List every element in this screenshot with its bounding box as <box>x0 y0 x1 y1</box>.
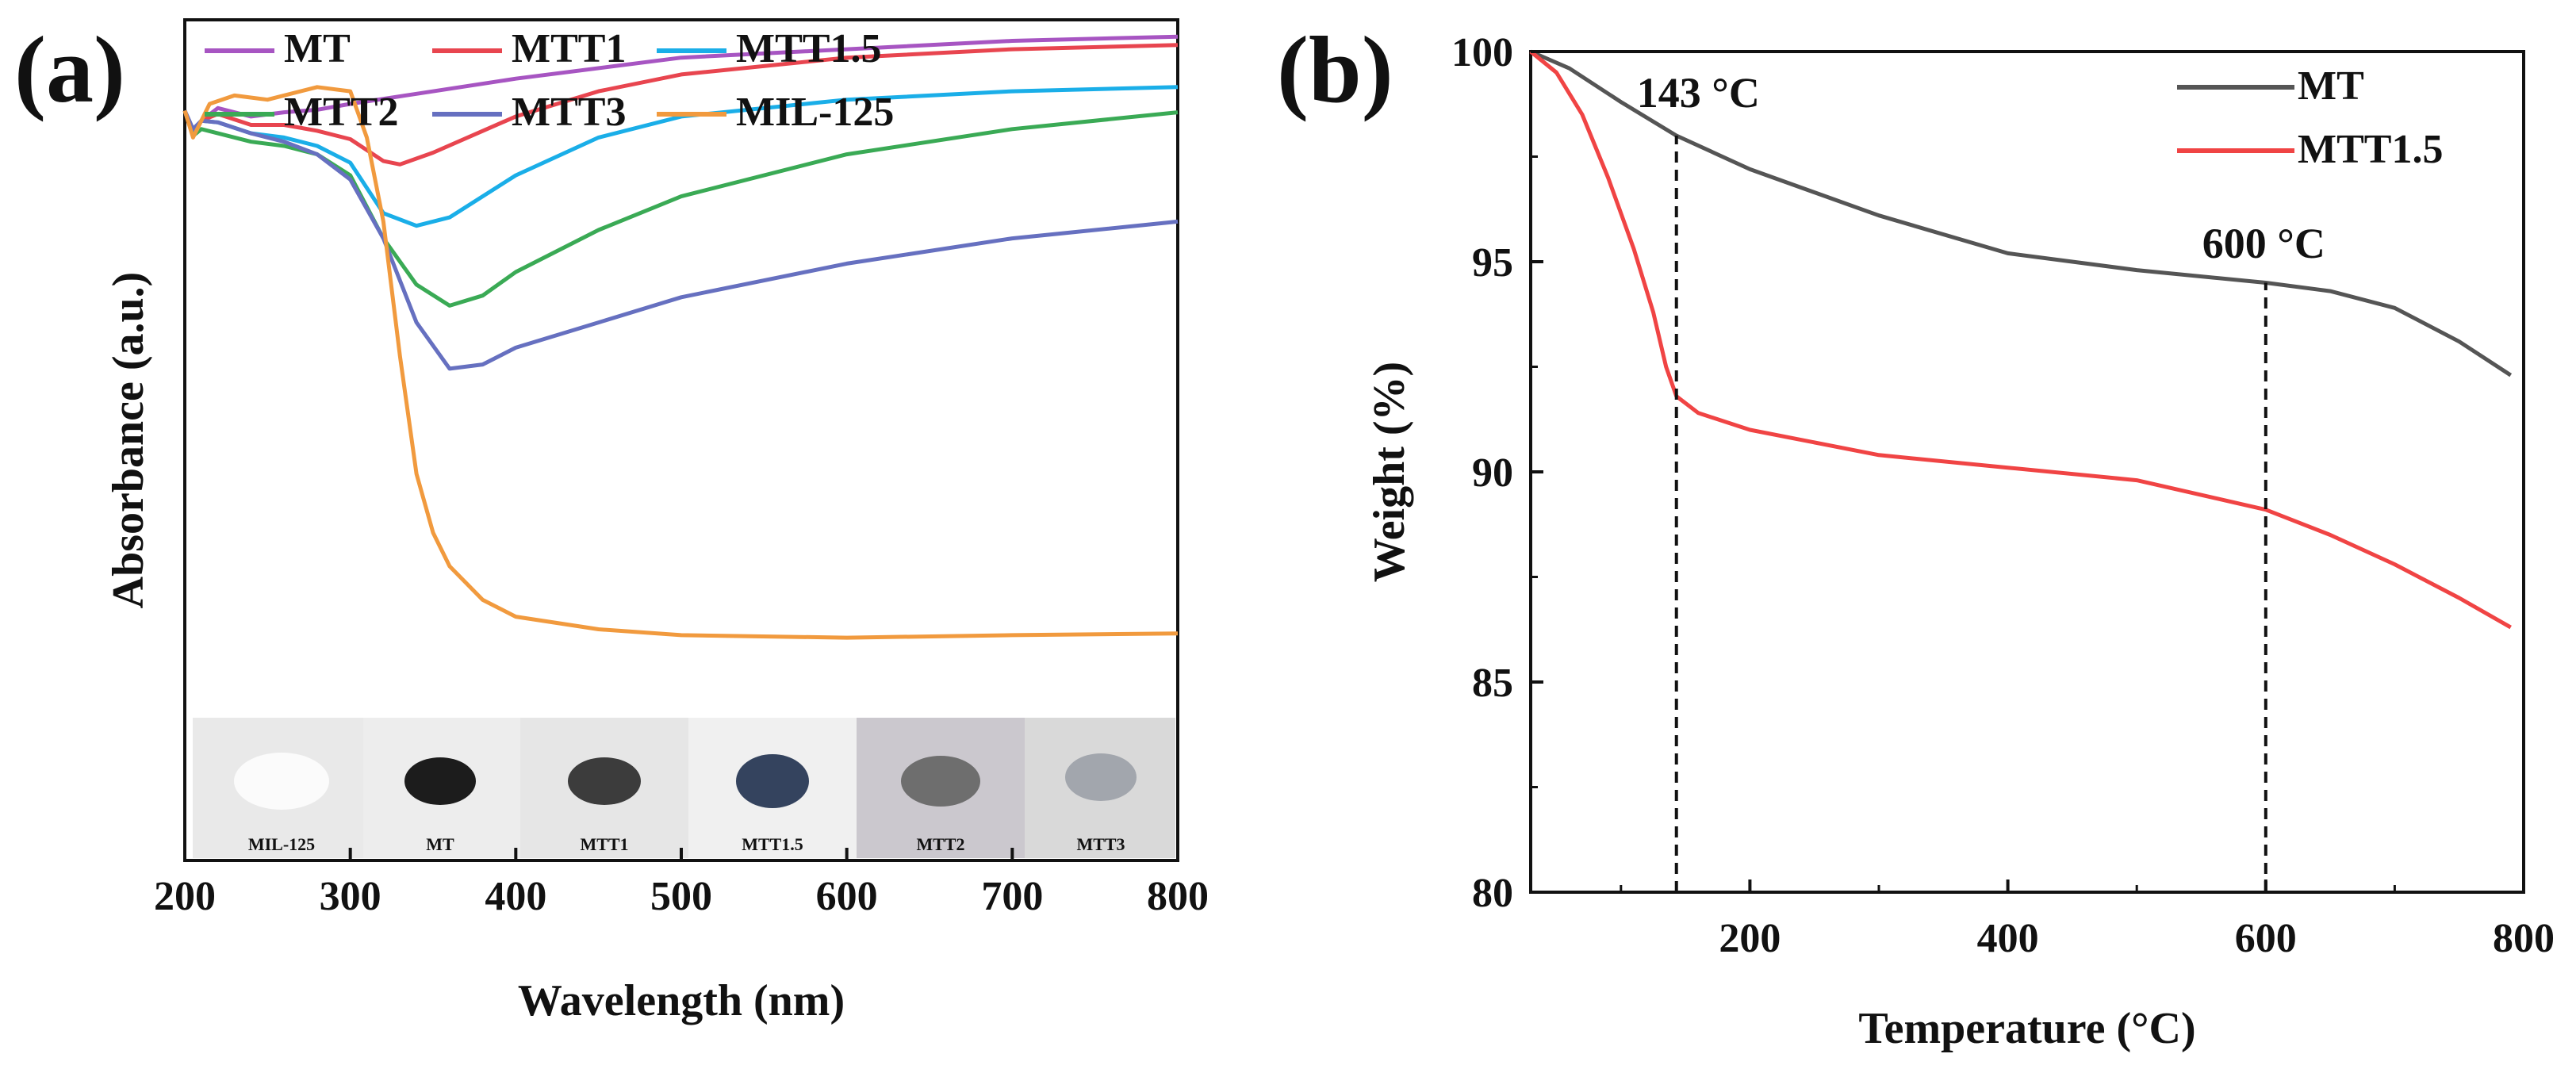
x-tick-label-a-200: 200 <box>154 874 216 919</box>
y-tick-label-b-100: 100 <box>1451 30 1513 75</box>
panel-b-plot-frame <box>1529 50 2525 894</box>
x-tick-label-a-500: 500 <box>650 874 712 919</box>
panel-b-y-axis-title: Weight (%) <box>1365 362 1414 582</box>
y-tick-label-b-90: 90 <box>1472 450 1513 496</box>
legend-label-a-mtt1-5: MTT1.5 <box>736 26 881 71</box>
y-tick-label-b-85: 85 <box>1472 661 1513 706</box>
y-tick-label-b-80: 80 <box>1472 871 1513 916</box>
series-line-b-mt <box>1530 49 2513 377</box>
annotation-label-143: 143 °C <box>1637 69 1760 117</box>
panel-a-x-axis-title: Wavelength (nm) <box>518 976 845 1025</box>
x-tick-label-b-400: 400 <box>1977 916 2039 961</box>
powder-mil125-sample <box>234 753 329 810</box>
photo-label-mtt1: MTT1 <box>580 834 628 854</box>
legend-label-b-mtt1-5: MTT1.5 <box>2298 127 2443 172</box>
panel-b-label: (b) <box>1277 17 1393 122</box>
powder-mtt1-sample <box>568 757 641 805</box>
panel-b-legend: MT MTT1.5 <box>2177 63 2443 172</box>
legend-label-a-mtt1: MTT1 <box>512 26 626 71</box>
series-line-a-mil-125 <box>182 85 1179 640</box>
annotation-label-600: 600 °C <box>2202 220 2325 267</box>
panel-a-series <box>182 34 1179 640</box>
legend-label-a-mil-125: MIL-125 <box>736 90 894 135</box>
panel-b-annotations: 143 °C 600 °C <box>1637 69 2325 892</box>
panel-b-x-axis-title: Temperature (°C) <box>1858 1004 2195 1053</box>
panel-b: (b) 200 400 600 800 80 85 90 95 100 143 °C 600 °C… <box>1277 17 2555 1053</box>
powder-mtt15-sample <box>736 754 809 808</box>
panel-a-y-axis-title: Absorbance (a.u.) <box>104 272 153 609</box>
panel-b-axes: 200 400 600 800 80 85 90 95 100 <box>1451 30 2555 961</box>
x-tick-label-a-400: 400 <box>485 874 546 919</box>
series-line-b-mtt1-5 <box>1529 50 2512 630</box>
panel-a: (a) MIL-125 MT MTT1 MTT1.5 MTT2 MTT3 200… <box>14 17 1209 1025</box>
x-tick-label-a-800: 800 <box>1147 874 1209 919</box>
x-tick-label-a-700: 700 <box>981 874 1043 919</box>
series-line-a-mtt3 <box>182 109 1179 371</box>
panel-a-x-axis: 200 300 400 500 600 700 800 <box>154 848 1209 919</box>
x-tick-label-b-600: 600 <box>2235 916 2297 961</box>
panel-b-series <box>1529 49 2513 630</box>
photo-label-mt: MT <box>426 834 454 854</box>
photo-label-mtt15: MTT1.5 <box>742 834 803 854</box>
x-tick-label-b-200: 200 <box>1719 916 1781 961</box>
inset-photo-strip: MIL-125 MT MTT1 MTT1.5 MTT2 MTT3 <box>193 718 1175 858</box>
photo-label-mtt2: MTT2 <box>916 834 964 854</box>
powder-mtt3-sample <box>1065 753 1137 801</box>
legend-label-a-mtt3: MTT3 <box>512 90 626 135</box>
photo-label-mtt3: MTT3 <box>1076 834 1125 854</box>
x-tick-label-a-600: 600 <box>816 874 878 919</box>
legend-label-a-mt: MT <box>284 26 351 71</box>
photo-label-mil125: MIL-125 <box>248 834 315 854</box>
legend-label-b-mt: MT <box>2298 63 2364 109</box>
x-tick-label-b-800: 800 <box>2493 916 2555 961</box>
panel-a-label: (a) <box>14 17 125 122</box>
powder-mt-sample <box>404 757 476 805</box>
panel-a-legend: MT MTT1 MTT1.5 MTT2 MTT3 MIL-125 <box>205 26 894 135</box>
legend-label-a-mtt2: MTT2 <box>284 90 398 135</box>
powder-mtt2-sample <box>901 756 980 807</box>
x-tick-label-a-300: 300 <box>320 874 381 919</box>
series-line-a-mtt2 <box>182 109 1179 308</box>
y-tick-label-b-95: 95 <box>1472 240 1513 285</box>
